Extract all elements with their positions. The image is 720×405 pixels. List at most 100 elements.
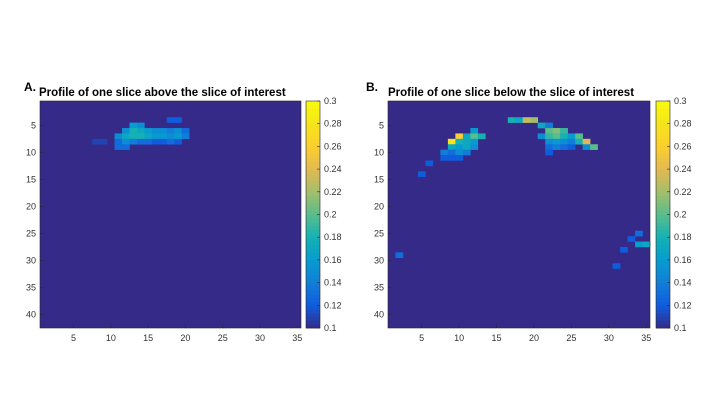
- colorbar-segment: [306, 199, 320, 204]
- heatmap-cell: [462, 138, 471, 145]
- heatmap-cell: [507, 117, 516, 123]
- x-tick-label: 20: [180, 333, 190, 343]
- heatmap-cell: [545, 144, 553, 150]
- x-tick-label: 15: [492, 333, 502, 343]
- heatmap-cell: [159, 128, 168, 134]
- heatmap-cell: [114, 133, 123, 140]
- colorbar-segment: [306, 210, 320, 215]
- y-tick-label: 10: [374, 147, 384, 157]
- colorbar-segment: [656, 135, 670, 140]
- x-tick-label: 35: [641, 333, 651, 343]
- colorbar-segment: [306, 157, 320, 162]
- colorbar-tick-label: 0.12: [674, 300, 692, 310]
- colorbar-segment: [656, 104, 670, 109]
- heatmap-cell: [612, 263, 621, 269]
- heatmap-cell: [567, 144, 576, 150]
- heatmap-cell: [159, 138, 168, 145]
- colorbar-segment: [656, 176, 670, 181]
- heatmap-cell: [425, 160, 434, 167]
- heatmap-cell: [151, 138, 160, 145]
- axes-frame: [39, 100, 302, 329]
- heatmap-cell: [590, 144, 598, 150]
- colorbar-segment: [306, 256, 320, 261]
- colorbar-segment: [656, 112, 670, 117]
- heatmap-cell: [174, 138, 182, 145]
- y-tick-label: 40: [26, 309, 36, 319]
- colorbar-segment: [656, 191, 670, 196]
- x-tick-label: 10: [454, 333, 464, 343]
- colorbar-segment: [306, 119, 320, 125]
- colorbar-segment: [656, 312, 670, 318]
- colorbar-segment: [306, 248, 320, 253]
- heatmap-cell: [627, 236, 636, 242]
- heatmap-cell: [560, 133, 568, 140]
- colorbar-segment: [306, 305, 320, 310]
- colorbar-tick-label: 0.18: [674, 232, 692, 242]
- heatmap-cell: [455, 155, 464, 161]
- colorbar-segment: [656, 320, 670, 325]
- colorbar-tick-label: 0.3: [324, 96, 337, 106]
- heatmap-cell: [447, 144, 456, 150]
- colorbar-segment: [656, 324, 670, 329]
- y-tick-label: 10: [26, 147, 36, 157]
- colorbar-segment: [306, 214, 320, 219]
- colorbar-segment: [656, 275, 670, 280]
- colorbar-segment: [306, 153, 320, 159]
- colorbar-segment: [306, 104, 320, 109]
- colorbar-segment: [656, 263, 670, 268]
- x-tick-label: 35: [292, 333, 302, 343]
- colorbar-segment: [656, 301, 670, 306]
- colorbar-segment: [656, 116, 670, 121]
- heatmap-cell: [174, 117, 182, 123]
- colorbar-segment: [306, 161, 320, 166]
- heatmap-cell: [560, 144, 568, 150]
- heatmap-cell: [181, 133, 190, 140]
- heatmap-cell: [144, 128, 153, 134]
- colorbar-segment: [306, 259, 320, 265]
- x-tick-label: 5: [71, 333, 76, 343]
- colorbar-segment: [306, 297, 320, 302]
- panel-a-label: A.: [24, 80, 36, 94]
- colorbar-tick-label: 0.1: [674, 323, 687, 333]
- colorbar-segment: [306, 116, 320, 121]
- colorbar-segment: [656, 229, 670, 234]
- colorbar-segment: [656, 309, 670, 314]
- heatmap-cell: [635, 230, 643, 237]
- colorbar-segment: [306, 135, 320, 140]
- heatmap-cell: [166, 138, 175, 145]
- colorbar-segment: [656, 240, 670, 246]
- y-tick-label: 30: [26, 255, 36, 265]
- colorbar-tick-label: 0.24: [324, 164, 342, 174]
- colorbar-segment: [306, 206, 320, 212]
- heatmap-cell: [136, 133, 145, 140]
- colorbar-segment: [656, 169, 670, 174]
- heatmap-cell: [455, 144, 464, 150]
- heatmap-cell: [462, 149, 471, 156]
- colorbar-segment: [656, 165, 670, 170]
- heatmap-cell: [174, 133, 182, 140]
- colorbar-segment: [656, 203, 670, 208]
- colorbar-segment: [656, 278, 670, 283]
- colorbar-tick-label: 0.18: [324, 232, 342, 242]
- heatmap-cell: [166, 133, 175, 140]
- heatmap-cell: [642, 241, 651, 248]
- heatmap-cell: [455, 133, 464, 140]
- heatmap-cell: [166, 117, 175, 123]
- colorbar-segment: [306, 286, 320, 291]
- y-tick-label: 20: [26, 201, 36, 211]
- colorbar-segment: [306, 165, 320, 170]
- x-tick-label: 30: [604, 333, 614, 343]
- colorbar-tick-label: 0.16: [324, 255, 342, 265]
- heatmap-cell: [122, 138, 130, 145]
- colorbar-segment: [656, 157, 670, 162]
- y-tick-label: 40: [374, 309, 384, 319]
- heatmap-cell: [545, 133, 553, 140]
- heatmap-cell: [122, 133, 130, 140]
- heatmap-cell: [440, 155, 449, 161]
- heatmap-cell: [537, 122, 546, 129]
- heatmap-cell: [635, 241, 643, 248]
- heatmap-cell: [129, 138, 138, 145]
- colorbar-segment: [306, 127, 320, 132]
- colorbar-segment: [656, 210, 670, 215]
- colorbar-segment: [306, 278, 320, 283]
